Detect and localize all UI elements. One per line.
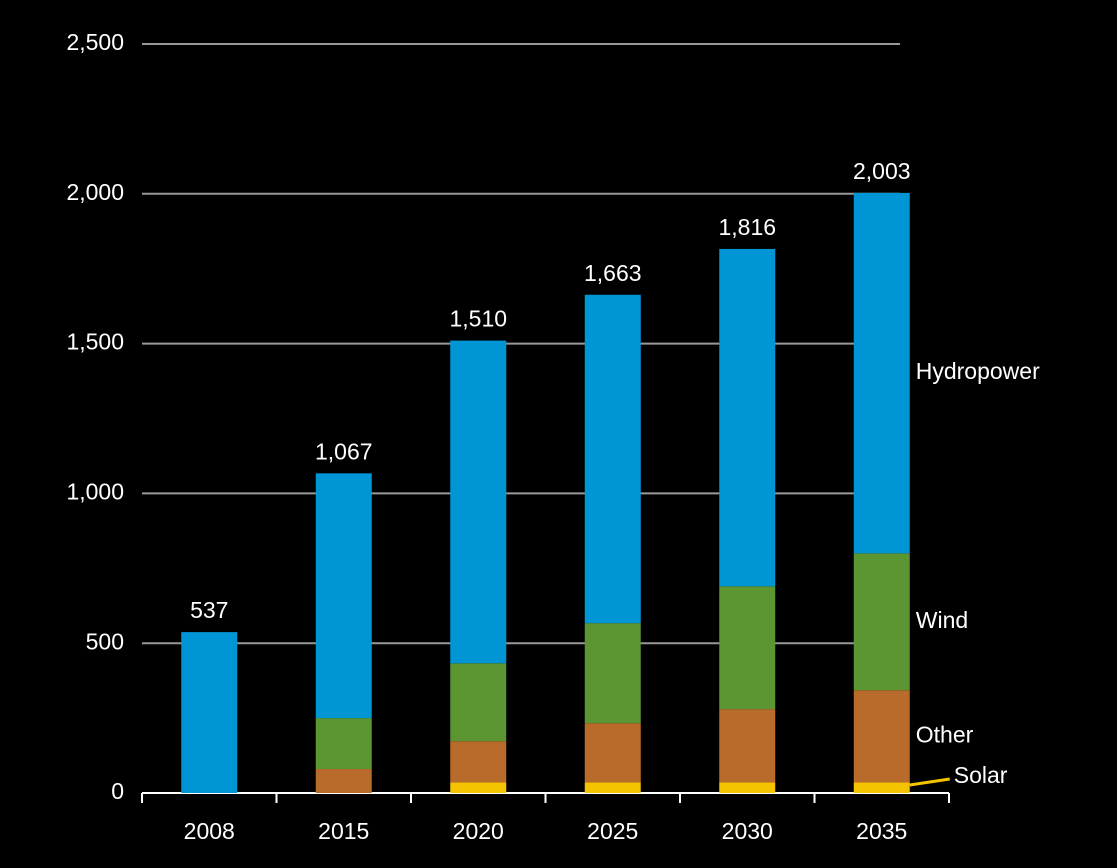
y-tick-label: 0 bbox=[111, 778, 124, 804]
legend-leader bbox=[909, 777, 950, 787]
bar-segment bbox=[853, 690, 910, 783]
y-tick-label: 1,000 bbox=[66, 478, 124, 504]
y-tick-label: 1,500 bbox=[66, 329, 124, 355]
x-tick-label: 2015 bbox=[318, 818, 369, 844]
bar-segment bbox=[853, 782, 910, 793]
bar-segment bbox=[719, 709, 776, 783]
legend-label: Hydropower bbox=[916, 358, 1040, 384]
bar-segment bbox=[315, 769, 372, 793]
legend-label: Wind bbox=[916, 607, 968, 633]
bar-segment bbox=[719, 248, 776, 587]
x-tick-label: 2020 bbox=[453, 818, 504, 844]
y-tick-label: 2,500 bbox=[66, 29, 124, 55]
bar-segment bbox=[719, 586, 776, 710]
bar-segment bbox=[315, 473, 372, 719]
bar-segment bbox=[584, 294, 641, 624]
bar-segment bbox=[450, 741, 507, 783]
bar-segment bbox=[315, 718, 372, 770]
x-tick-label: 2035 bbox=[856, 818, 907, 844]
x-tick-label: 2008 bbox=[184, 818, 235, 844]
legend-label: Other bbox=[916, 721, 974, 747]
bar-segment bbox=[584, 723, 641, 783]
bar-segment bbox=[853, 553, 910, 691]
bar-segment bbox=[450, 340, 507, 664]
total-label: 1,816 bbox=[718, 214, 776, 240]
total-label: 1,510 bbox=[449, 306, 507, 332]
bar-segment bbox=[584, 782, 641, 793]
total-label: 1,663 bbox=[584, 260, 642, 286]
bar-segment bbox=[853, 192, 910, 554]
total-label: 1,067 bbox=[315, 438, 373, 464]
x-tick-label: 2030 bbox=[722, 818, 773, 844]
bar-segment bbox=[450, 782, 507, 793]
legend-label: Solar bbox=[954, 762, 1008, 788]
bar-segment bbox=[181, 632, 238, 793]
bar-segment bbox=[450, 663, 507, 742]
x-tick-label: 2025 bbox=[587, 818, 638, 844]
y-tick-label: 2,000 bbox=[66, 179, 124, 205]
total-label: 537 bbox=[190, 597, 228, 623]
bar-segment bbox=[719, 782, 776, 793]
bar-segment bbox=[584, 623, 641, 724]
y-tick-label: 500 bbox=[86, 628, 124, 654]
total-label: 2,003 bbox=[853, 158, 911, 184]
